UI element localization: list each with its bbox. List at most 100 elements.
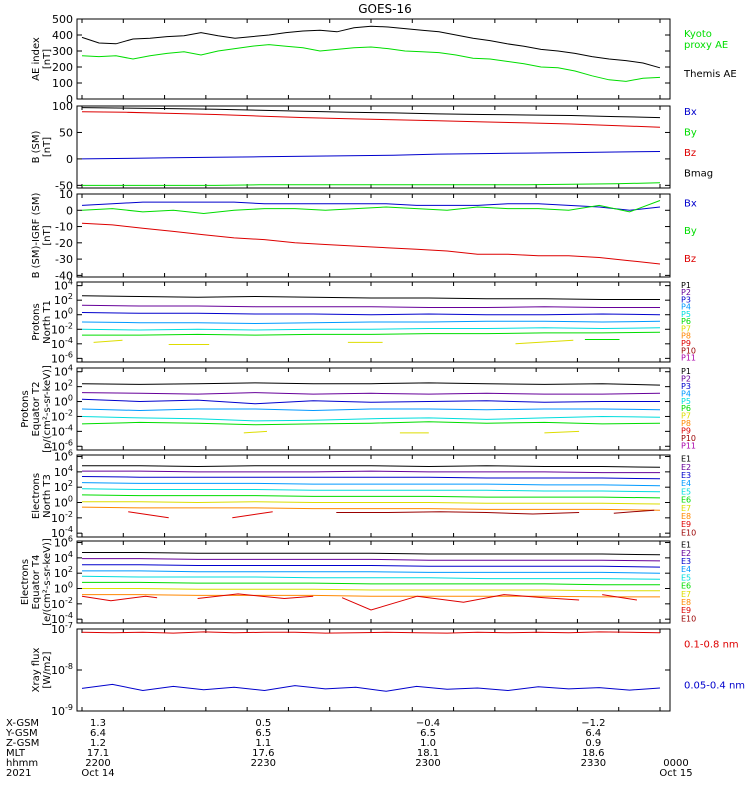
series-bx <box>81 151 661 160</box>
series-e4 <box>82 570 661 574</box>
x-axis-value: 1.0 <box>420 738 436 749</box>
x-axis-row-label: Z-GSM <box>6 738 39 749</box>
tick-exponent: 0 <box>68 307 73 316</box>
y-axis-label: North T3 <box>42 474 53 518</box>
series-p4 <box>81 320 661 325</box>
series-p1 <box>81 382 661 386</box>
tick-exponent: -7 <box>65 621 73 630</box>
y-tick-label: 106 <box>54 535 73 550</box>
series-p5 <box>81 327 661 331</box>
y-axis-label: [e/(cm²-s-sr-keV)] <box>42 538 53 626</box>
legend-entry: P4 <box>681 389 691 398</box>
x-axis-value: −1.2 <box>581 718 605 729</box>
legend-entry: P11 <box>681 354 696 363</box>
x-axis-value: 2300 <box>415 758 440 769</box>
tick-exponent: -4 <box>65 423 73 432</box>
legend-entry: E3 <box>681 557 691 566</box>
legend-entry: E2 <box>681 549 691 558</box>
y-tick-label: 0 <box>66 204 73 217</box>
y-axis-label: Electrons <box>20 559 31 605</box>
y-tick-label: 104 <box>54 278 73 293</box>
x-axis-value: 18.6 <box>582 748 604 759</box>
tick-exponent: -4 <box>65 611 73 620</box>
series-bz <box>81 222 661 265</box>
x-axis-value: −0.4 <box>416 718 440 729</box>
panel-frame <box>76 454 671 538</box>
x-axis-row-label: MLT <box>6 748 26 759</box>
series-fragment <box>613 509 655 514</box>
legend-entry: E6 <box>681 582 691 591</box>
legend-entry: proxy AE <box>684 40 728 51</box>
x-axis-value: 2230 <box>251 758 276 769</box>
panel-frame <box>76 281 671 363</box>
legend-entry: P10 <box>681 346 696 355</box>
legend-entry: E8 <box>681 512 691 521</box>
tick-exponent: 2 <box>68 292 73 301</box>
y-tick-label: 102 <box>54 479 73 494</box>
y-tick-label: 10 <box>59 188 73 201</box>
y-tick-label: 10-2 <box>51 408 73 423</box>
legend-entry: P9 <box>681 339 691 348</box>
y-axis-label: [nT] <box>42 225 53 245</box>
tick-exponent: -9 <box>65 703 73 712</box>
legend-entry: Bz <box>684 254 696 265</box>
legend-entry: P8 <box>681 419 691 428</box>
legend-entry: E7 <box>681 504 691 513</box>
y-tick-label: 102 <box>54 565 73 580</box>
series-e5 <box>81 488 661 493</box>
y-tick-label: 500 <box>52 13 73 26</box>
legend-entry: E6 <box>681 496 691 505</box>
tick-exponent: -6 <box>65 438 73 447</box>
x-axis-value: 17.1 <box>87 748 109 759</box>
y-tick-label: 100 <box>54 495 73 510</box>
y-tick-label: 0 <box>66 153 73 166</box>
legend-entry: P10 <box>681 434 696 443</box>
tick-exponent: 4 <box>68 550 73 559</box>
series-e1 <box>82 465 661 468</box>
x-axis-row-label: X-GSM <box>6 718 39 729</box>
y-tick-label: 100 <box>52 100 73 113</box>
y-tick-label: 10-4 <box>51 423 73 438</box>
y-tick-label: 104 <box>54 364 73 379</box>
tick-exponent: -2 <box>65 408 73 417</box>
series-fragment <box>93 339 123 343</box>
y-tick-label: 10-9 <box>51 703 73 718</box>
legend-entry: P3 <box>681 295 691 304</box>
y-axis-label: Equator T2 <box>31 382 42 437</box>
series-fragment <box>232 511 273 519</box>
legend-entry: E4 <box>681 565 691 574</box>
series-p2 <box>81 304 660 308</box>
y-tick-label: 50 <box>59 126 73 139</box>
series-0-1-0-8-nm <box>81 631 661 634</box>
legend-entry: E1 <box>681 541 691 550</box>
legend-entry: P8 <box>681 332 691 341</box>
legend-entry: P9 <box>681 427 691 436</box>
series-p1 <box>81 295 660 300</box>
tick-exponent: 0 <box>68 581 73 590</box>
series-e8 <box>82 594 660 598</box>
y-tick-label: 200 <box>52 61 73 74</box>
y-tick-label: 0 <box>66 93 73 106</box>
series-kyoto-proxy-ae <box>81 44 661 82</box>
series-p5 <box>81 415 661 422</box>
y-axis-label: [nT] <box>42 49 53 69</box>
y-tick-label: 10-4 <box>51 336 73 351</box>
tick-exponent: -8 <box>65 662 73 671</box>
legend-entry: E9 <box>681 606 691 615</box>
series-fragment <box>81 595 158 602</box>
x-axis-value: 17.6 <box>252 748 274 759</box>
legend-entry: Themis AE <box>683 69 737 80</box>
tick-exponent: -2 <box>65 510 73 519</box>
series-p4 <box>81 408 661 412</box>
tick-exponent: 0 <box>68 495 73 504</box>
series-themis-ae <box>81 25 661 69</box>
panel-bigrf: -40 -30 -20 -10 0 10 B (SM)-IGRF (SM) [nT] Bx By B… <box>31 188 697 282</box>
legend-entry: P2 <box>681 374 691 383</box>
x-axis-value: 18.1 <box>417 748 439 759</box>
legend-entry: Bx <box>684 107 697 118</box>
x-axis-value: 6.5 <box>420 728 436 739</box>
series-fragment <box>243 430 268 434</box>
series-fragment <box>336 511 580 515</box>
